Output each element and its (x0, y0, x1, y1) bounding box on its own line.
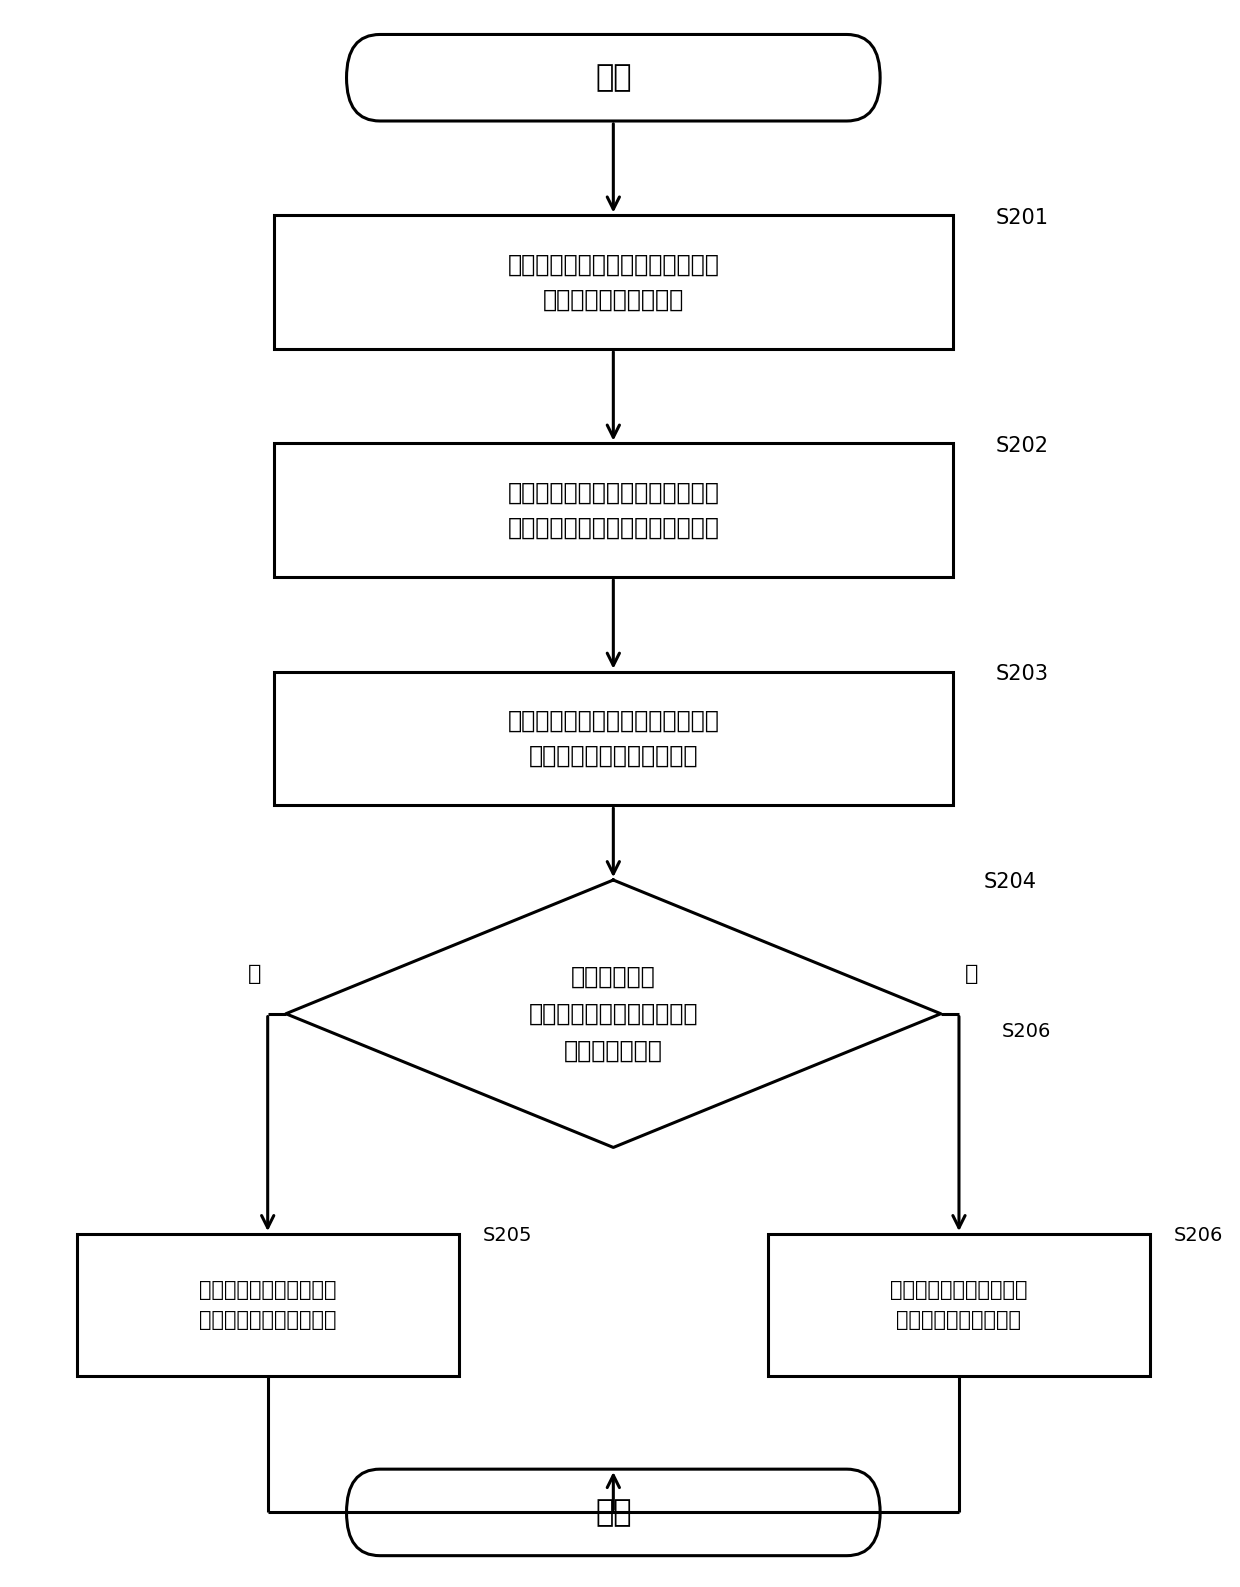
FancyBboxPatch shape (274, 216, 952, 349)
FancyBboxPatch shape (77, 1235, 459, 1376)
Text: 是: 是 (248, 965, 262, 984)
Text: 否: 否 (965, 965, 978, 984)
FancyBboxPatch shape (346, 1470, 880, 1555)
Text: S202: S202 (996, 435, 1048, 455)
Text: S205: S205 (482, 1227, 532, 1246)
Text: S206: S206 (1174, 1227, 1224, 1246)
FancyBboxPatch shape (768, 1235, 1149, 1376)
Text: 判断单片机的
存储介质中的待升级软件数
据是否存在问题: 判断单片机的 存储介质中的待升级软件数 据是否存在问题 (528, 965, 698, 1063)
Text: S204: S204 (983, 873, 1037, 892)
FancyBboxPatch shape (346, 35, 880, 121)
Text: 当校验成功时，将单片机的当前运
行软件数据备份至外置存储介质中: 当校验成功时，将单片机的当前运 行软件数据备份至外置存储介质中 (507, 481, 719, 540)
Text: 开始: 开始 (595, 63, 631, 92)
Text: 根据外置存储介质中的当
前运行软件数据进行恢复: 根据外置存储介质中的当 前运行软件数据进行恢复 (198, 1281, 336, 1330)
Text: S206: S206 (1002, 1022, 1050, 1041)
Text: 当备份完成时，将待升级软件数据
拷贝至单片机的存储介质中: 当备份完成时，将待升级软件数据 拷贝至单片机的存储介质中 (507, 709, 719, 768)
FancyBboxPatch shape (274, 671, 952, 805)
FancyBboxPatch shape (274, 443, 952, 578)
Text: 当获取到待升级软件数据时，对待
升级软件数据进行校验: 当获取到待升级软件数据时，对待 升级软件数据进行校验 (507, 252, 719, 313)
Text: S201: S201 (996, 208, 1048, 227)
Text: 结束: 结束 (595, 1498, 631, 1527)
Polygon shape (286, 881, 941, 1147)
Text: S203: S203 (996, 663, 1048, 684)
Text: 将外置存储介质中的当前
运行软件数据进行删除: 将外置存储介质中的当前 运行软件数据进行删除 (890, 1281, 1028, 1330)
